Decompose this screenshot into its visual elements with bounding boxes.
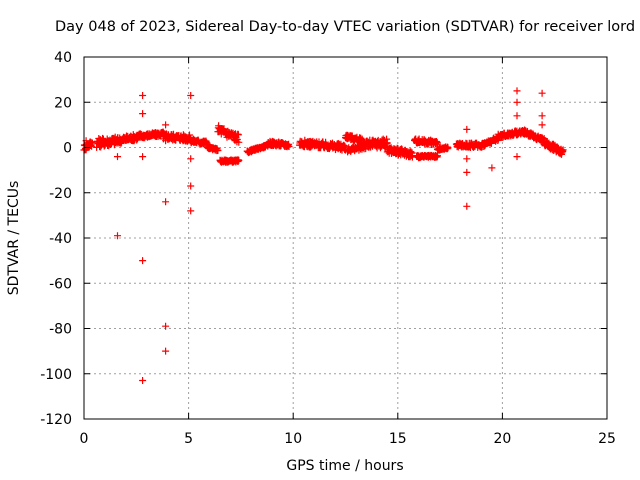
x-axis-label: GPS time / hours (286, 458, 403, 474)
data-point (139, 92, 147, 99)
data-point (139, 377, 147, 384)
y-tick-label: 40 (54, 50, 72, 66)
data-point (488, 164, 496, 172)
data-point (214, 147, 222, 154)
y-tick-label: -20 (49, 186, 72, 202)
y-tick-label: -40 (49, 231, 72, 247)
data-point (538, 121, 546, 129)
data-point (235, 138, 243, 146)
x-tick-label: 10 (284, 431, 302, 447)
data-point (444, 144, 452, 152)
data-point (162, 198, 170, 206)
data-point (538, 89, 546, 97)
x-tick-label: 25 (598, 431, 616, 447)
x-tick-label: 0 (80, 431, 89, 447)
data-point (234, 131, 242, 139)
data-point (513, 98, 521, 106)
data-point (235, 156, 243, 164)
data-point (383, 139, 391, 147)
data-point (463, 168, 471, 176)
y-tick-label: -60 (49, 276, 72, 292)
y-axis-label: SDTVAR / TECUs (6, 181, 22, 296)
data-point (139, 110, 147, 118)
data-point (187, 182, 195, 190)
y-tick-label: -120 (40, 412, 72, 428)
tick-labels: 0 5 10 15 20 25 -120 -100 -80 -60 -40 -20 0 20 40 (40, 50, 616, 447)
data-point (187, 207, 195, 215)
data-point (187, 92, 195, 99)
data-point (463, 202, 471, 210)
axis-ticks (83, 56, 608, 420)
data-point (187, 155, 195, 163)
data-points (80, 87, 567, 384)
data-point (463, 155, 471, 163)
y-tick-label: -100 (40, 367, 72, 383)
x-tick-label: 5 (184, 431, 193, 447)
data-point (285, 143, 293, 150)
data-point (162, 347, 170, 355)
y-tick-label: 0 (63, 141, 72, 157)
x-tick-label: 15 (389, 431, 407, 447)
data-point (139, 257, 147, 265)
data-point (114, 153, 121, 161)
y-tick-label: -80 (49, 322, 72, 338)
data-point (463, 125, 471, 133)
data-point (162, 121, 170, 129)
data-point (114, 232, 121, 240)
x-tick-label: 20 (493, 431, 511, 447)
data-point (162, 322, 170, 330)
data-point (139, 153, 147, 161)
chart-title: Day 048 of 2023, Sidereal Day-to-day VTE… (55, 19, 635, 35)
grid-lines (84, 57, 607, 419)
data-point (538, 112, 546, 120)
y-tick-label: 20 (54, 95, 72, 111)
data-point (513, 153, 521, 161)
data-point (434, 152, 441, 160)
data-point (513, 112, 521, 120)
data-point (513, 87, 521, 95)
data-point (559, 146, 567, 154)
data-point (162, 137, 170, 145)
